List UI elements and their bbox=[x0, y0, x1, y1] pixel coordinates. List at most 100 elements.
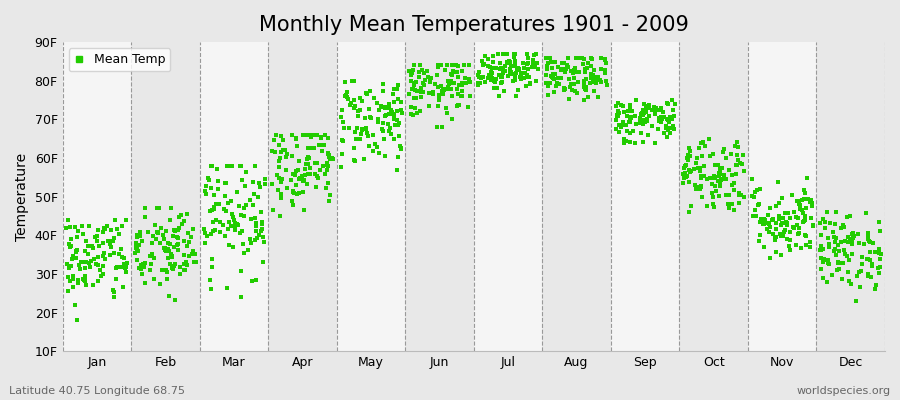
Point bbox=[208, 227, 222, 234]
Point bbox=[166, 266, 180, 273]
Point bbox=[550, 80, 564, 86]
Point bbox=[409, 95, 423, 101]
Point bbox=[161, 246, 176, 252]
Point bbox=[290, 191, 304, 198]
Point bbox=[184, 233, 198, 240]
Point bbox=[130, 234, 144, 240]
Point bbox=[209, 217, 223, 224]
Point bbox=[207, 192, 221, 198]
Point bbox=[82, 260, 96, 266]
Point bbox=[296, 177, 310, 183]
Point bbox=[206, 228, 220, 234]
Point bbox=[841, 268, 855, 275]
Point bbox=[285, 171, 300, 177]
Point bbox=[185, 226, 200, 232]
Point bbox=[171, 213, 185, 220]
Point bbox=[292, 176, 307, 182]
Bar bbox=[611, 42, 680, 351]
Point bbox=[803, 198, 817, 205]
Point bbox=[539, 80, 554, 86]
Point bbox=[275, 147, 290, 154]
Point bbox=[321, 151, 336, 157]
Point bbox=[778, 210, 792, 216]
Point bbox=[684, 203, 698, 209]
Point bbox=[347, 97, 362, 104]
Point bbox=[505, 71, 519, 78]
Point bbox=[471, 72, 485, 78]
Point bbox=[796, 218, 811, 224]
Point bbox=[255, 226, 269, 232]
Point bbox=[587, 88, 601, 94]
Point bbox=[136, 261, 150, 268]
Point bbox=[737, 168, 751, 174]
Point bbox=[773, 231, 788, 237]
Point bbox=[94, 273, 108, 280]
Point bbox=[444, 86, 458, 92]
Point bbox=[304, 144, 319, 151]
Point bbox=[134, 238, 148, 244]
Point bbox=[446, 80, 460, 86]
Point bbox=[103, 252, 117, 258]
Point bbox=[782, 243, 796, 250]
Point bbox=[76, 259, 91, 266]
Point bbox=[511, 65, 526, 71]
Point bbox=[487, 84, 501, 91]
Point bbox=[366, 132, 381, 138]
Point bbox=[838, 238, 852, 244]
Point bbox=[496, 65, 510, 72]
Point bbox=[865, 261, 879, 267]
Point bbox=[65, 256, 79, 262]
Point bbox=[866, 240, 880, 246]
Point bbox=[614, 124, 628, 130]
Point bbox=[639, 104, 653, 110]
Point bbox=[665, 116, 680, 123]
Point bbox=[586, 76, 600, 82]
Point bbox=[232, 202, 247, 209]
Point bbox=[862, 249, 877, 255]
Point bbox=[131, 265, 146, 272]
Point bbox=[81, 242, 95, 249]
Point bbox=[390, 108, 404, 115]
Point bbox=[158, 245, 173, 251]
Point bbox=[657, 130, 671, 137]
Point bbox=[362, 106, 376, 112]
Text: worldspecies.org: worldspecies.org bbox=[796, 386, 891, 396]
Point bbox=[635, 112, 650, 118]
Point bbox=[388, 121, 402, 128]
Point bbox=[403, 111, 418, 118]
Point bbox=[137, 264, 151, 270]
Point bbox=[286, 188, 301, 195]
Point bbox=[434, 62, 448, 68]
Point bbox=[586, 79, 600, 85]
Point bbox=[250, 234, 265, 241]
Point bbox=[238, 182, 253, 189]
Point bbox=[310, 160, 324, 166]
Point bbox=[577, 84, 591, 90]
Point bbox=[706, 174, 721, 181]
Point bbox=[284, 177, 298, 183]
Point bbox=[623, 104, 637, 110]
Point bbox=[610, 112, 625, 118]
Point bbox=[556, 85, 571, 91]
Point bbox=[832, 266, 846, 272]
Point bbox=[138, 205, 152, 212]
Point bbox=[791, 214, 806, 221]
Point bbox=[86, 243, 100, 249]
Point bbox=[211, 185, 225, 192]
Point bbox=[588, 76, 602, 83]
Point bbox=[73, 266, 87, 272]
Point bbox=[63, 236, 77, 242]
Point bbox=[410, 88, 424, 95]
Point bbox=[60, 288, 75, 294]
Point bbox=[722, 167, 736, 173]
Point bbox=[852, 240, 867, 246]
Point bbox=[571, 54, 585, 61]
Point bbox=[572, 54, 586, 61]
Point bbox=[707, 204, 722, 210]
Point bbox=[541, 83, 555, 89]
Point bbox=[860, 256, 875, 262]
Point bbox=[187, 251, 202, 257]
Point bbox=[180, 211, 194, 217]
Point bbox=[355, 127, 369, 134]
Point bbox=[89, 261, 104, 267]
